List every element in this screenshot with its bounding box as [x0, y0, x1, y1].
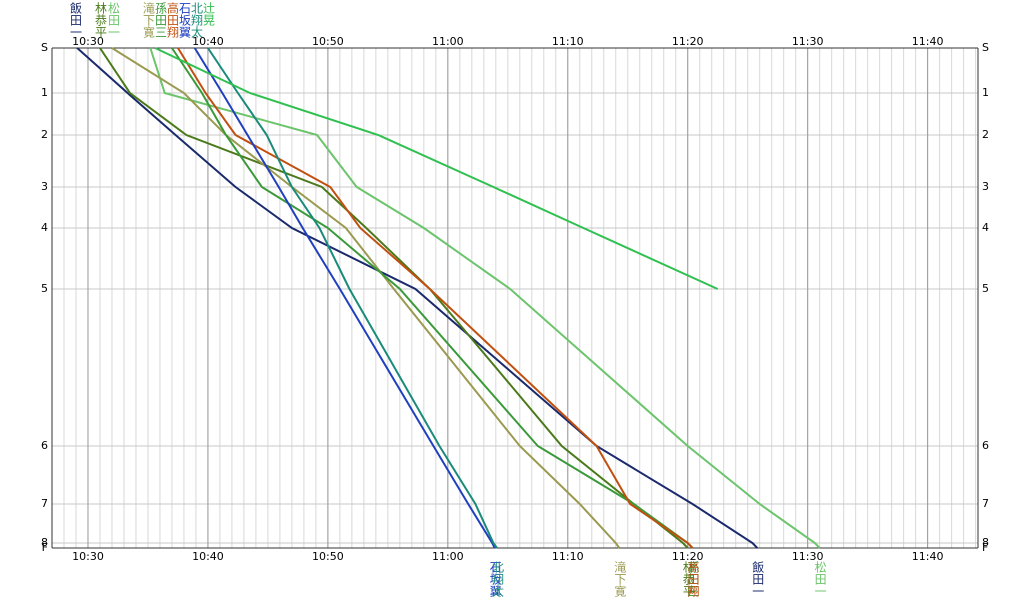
legend-name: 北翔太: [190, 2, 204, 38]
finish-name: 飯田一: [751, 560, 765, 597]
y-tick-label: 2: [41, 128, 48, 141]
finish-name: 北翔太: [491, 561, 505, 597]
runner-line: [111, 47, 621, 549]
runner-line: [177, 47, 694, 549]
runner-line: [207, 47, 498, 549]
runner-line: [76, 47, 759, 549]
x-tick-label: 11:20: [672, 550, 704, 563]
y-tick-label: 7: [982, 497, 989, 510]
legend-name: 林恭平: [94, 2, 108, 38]
x-tick-label: 11:40: [912, 550, 944, 563]
x-tick-label: 11:00: [432, 550, 464, 563]
legend-name: 飯田一: [69, 1, 83, 38]
runner-line: [193, 47, 496, 549]
x-tick-label: 11:10: [552, 550, 584, 563]
y-tick-label: 3: [982, 180, 989, 193]
x-tick-label: 11:20: [672, 35, 704, 48]
finish-name: 石坂翼: [488, 561, 502, 597]
legend-name: 辻晃: [202, 2, 216, 26]
finish-name: 松田一: [813, 561, 827, 597]
x-tick-label: 10:40: [192, 550, 224, 563]
legend-name: 滝下寛: [142, 2, 156, 39]
runner-line: [149, 47, 821, 549]
y-tick-label: 8: [41, 536, 48, 549]
y-tick-label: F: [42, 541, 48, 554]
legend-name: 石坂翼: [178, 2, 192, 38]
x-tick-label: 10:40: [192, 35, 224, 48]
y-tick-label: 5: [982, 282, 989, 295]
runner-line: [171, 47, 694, 549]
y-tick-label: 6: [41, 439, 48, 452]
y-tick-label: 1: [982, 86, 989, 99]
x-tick-label: 11:10: [552, 35, 584, 48]
finish-name: 孫田三: [686, 561, 700, 597]
y-tick-label: S: [41, 41, 48, 54]
y-tick-label: 1: [41, 86, 48, 99]
y-tick-label: S: [982, 41, 989, 54]
y-tick-label: 7: [41, 497, 48, 510]
x-tick-label: 11:00: [432, 35, 464, 48]
y-tick-label: 6: [982, 439, 989, 452]
plot-area: [52, 48, 978, 548]
y-tick-label: 8: [982, 536, 989, 549]
x-tick-label: 11:30: [792, 550, 824, 563]
x-tick-label: 10:50: [312, 35, 344, 48]
legend-name: 高田翔: [166, 1, 180, 39]
finish-name: 滝下寛: [613, 561, 627, 598]
x-tick-label: 10:30: [72, 550, 104, 563]
y-tick-label: 2: [982, 128, 989, 141]
finish-name: 林恭平: [681, 561, 695, 597]
x-tick-label: 11:40: [912, 35, 944, 48]
runner-line: [154, 47, 719, 290]
x-tick-label: 10:50: [312, 550, 344, 563]
y-tick-label: 3: [41, 180, 48, 193]
y-tick-label: 5: [41, 282, 48, 295]
y-tick-label: 4: [41, 221, 48, 234]
x-tick-label: 10:30: [72, 35, 104, 48]
legend-name: 松田一: [107, 2, 121, 38]
finish-name: 高田翔: [686, 560, 700, 598]
x-tick-label: 11:30: [792, 35, 824, 48]
y-tick-label: F: [982, 541, 988, 554]
y-tick-label: 4: [982, 221, 989, 234]
legend-name: 孫田三: [154, 2, 168, 38]
